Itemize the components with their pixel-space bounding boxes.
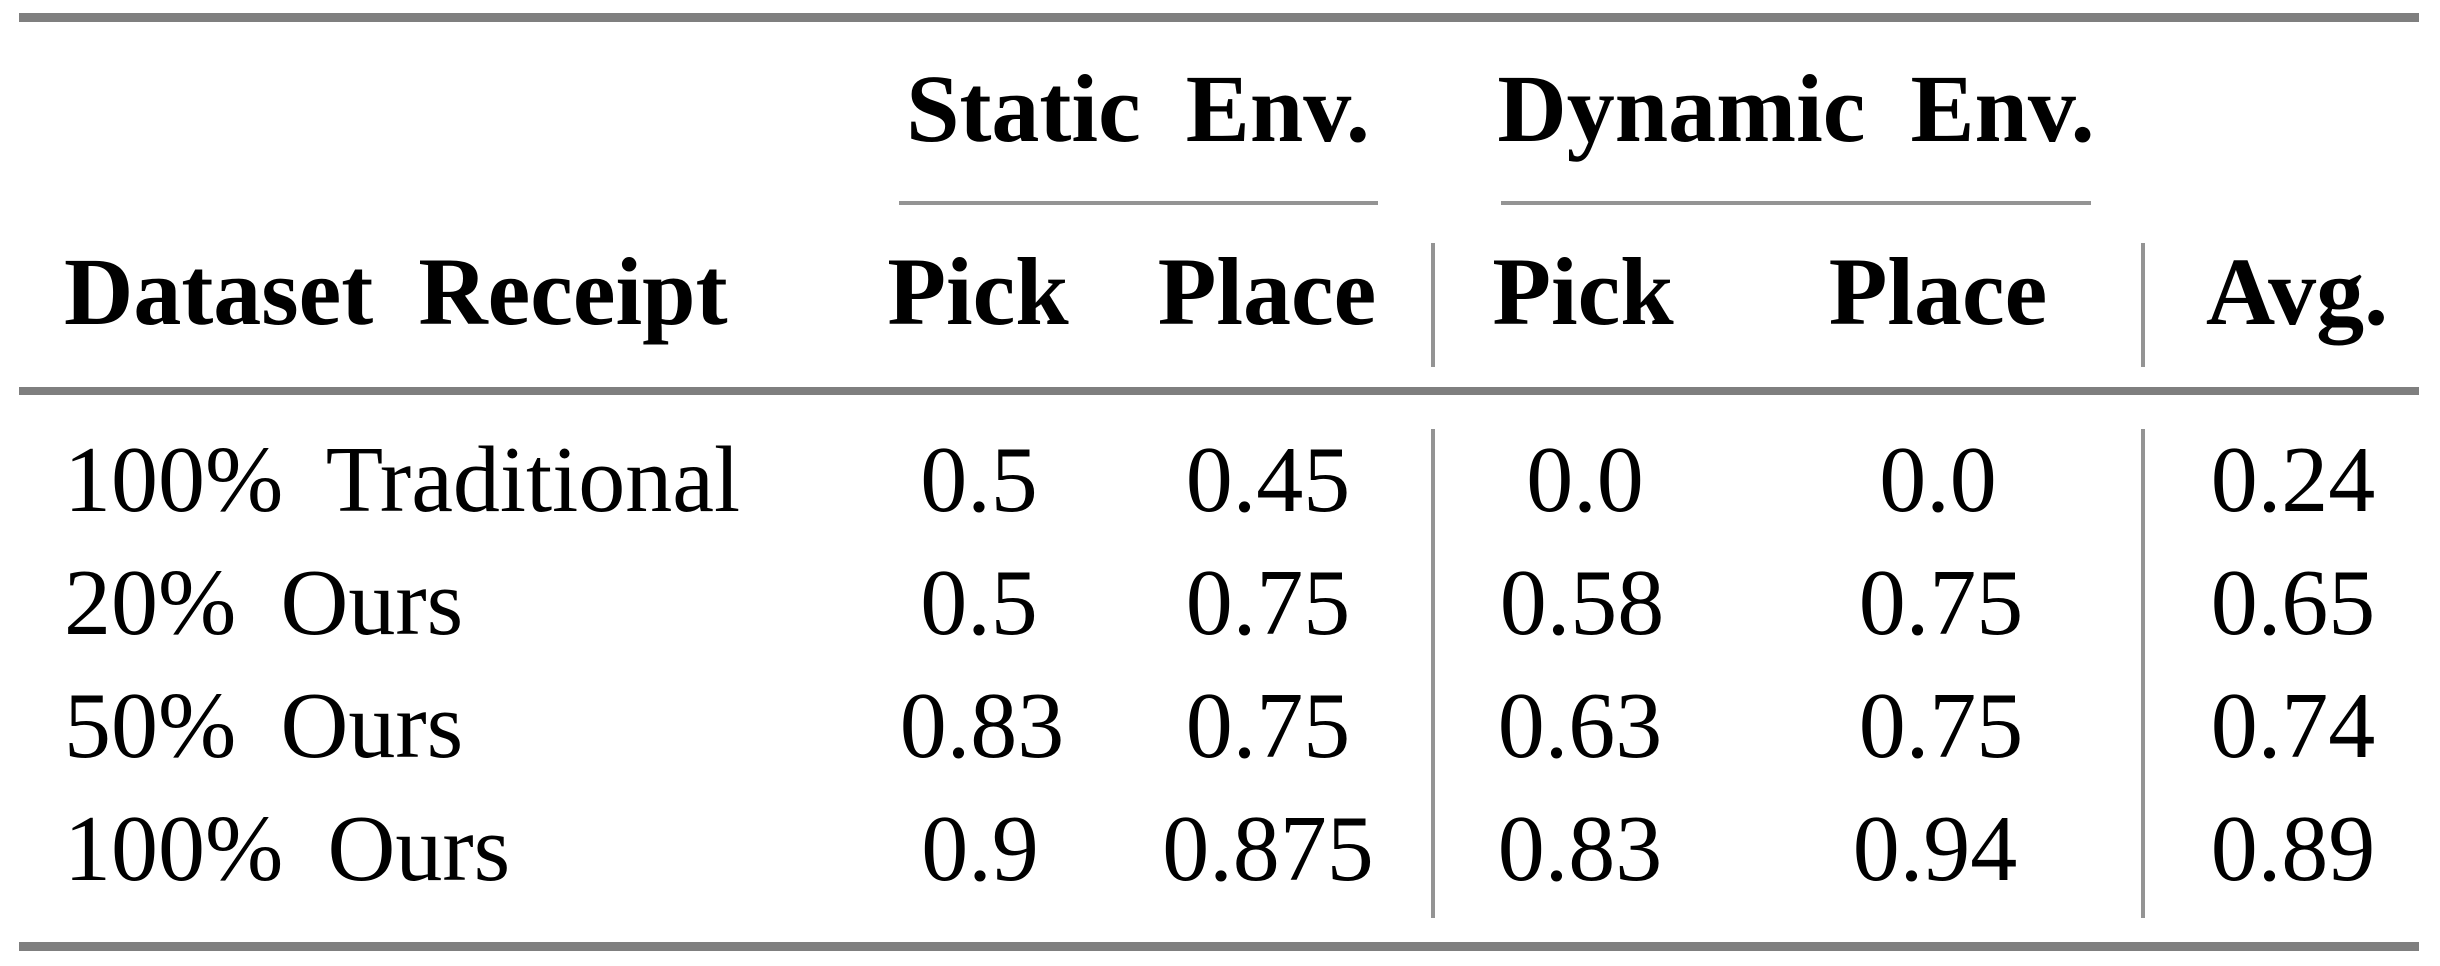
- cell-r3-avg: 0.74: [2210, 674, 2376, 778]
- vertical-rule-avg-body: [2141, 429, 2145, 918]
- row-label-100-traditional: 100% Traditional: [64, 428, 741, 532]
- cell-r2-static-pick: 0.5: [920, 551, 1038, 655]
- cell-r1-dynamic-place: 0.0: [1879, 428, 1997, 532]
- cell-r1-static-pick: 0.5: [920, 428, 1038, 532]
- col-group-label-static: Static Env.: [906, 55, 1370, 162]
- top-rule: [19, 13, 2419, 22]
- cell-r3-dynamic-pick: 0.63: [1497, 674, 1663, 778]
- col-group-label-dynamic: Dynamic Env.: [1497, 55, 2095, 162]
- vertical-rule-avg-header: [2141, 243, 2145, 367]
- cell-r2-dynamic-pick: 0.58: [1499, 551, 1665, 655]
- cell-r4-dynamic-pick: 0.83: [1497, 797, 1663, 901]
- static-env-cmidrule: [899, 201, 1378, 205]
- row-label-20-ours: 20% Ours: [64, 551, 464, 655]
- cell-r2-avg: 0.65: [2210, 551, 2376, 655]
- header-static-place: Place: [1157, 238, 1377, 345]
- header-midrule: [19, 387, 2419, 395]
- bottom-rule: [19, 942, 2419, 951]
- cell-r1-static-place: 0.45: [1185, 428, 1351, 532]
- header-dataset-receipt: Dataset Receipt: [64, 238, 728, 345]
- cell-r4-dynamic-place: 0.94: [1852, 797, 2018, 901]
- row-label-100-ours: 100% Ours: [64, 797, 511, 901]
- header-dynamic-pick: Pick: [1492, 238, 1674, 345]
- cell-r2-dynamic-place: 0.75: [1858, 551, 2024, 655]
- header-avg: Avg.: [2205, 238, 2389, 345]
- vertical-rule-static-dynamic-header: [1431, 243, 1435, 367]
- cell-r3-static-pick: 0.83: [899, 674, 1065, 778]
- cell-r3-static-place: 0.75: [1185, 674, 1351, 778]
- cell-r4-static-place: 0.875: [1162, 797, 1374, 901]
- cell-r2-static-place: 0.75: [1185, 551, 1351, 655]
- cell-r1-dynamic-pick: 0.0: [1526, 428, 1644, 532]
- cell-r4-static-pick: 0.9: [921, 797, 1039, 901]
- cell-r1-avg: 0.24: [2210, 428, 2376, 532]
- vertical-rule-static-dynamic-body: [1431, 429, 1435, 918]
- cell-r4-avg: 0.89: [2210, 797, 2376, 901]
- dynamic-env-cmidrule: [1501, 201, 2091, 205]
- cell-r3-dynamic-place: 0.75: [1858, 674, 2024, 778]
- row-label-50-ours: 50% Ours: [64, 674, 464, 778]
- header-dynamic-place: Place: [1828, 238, 2048, 345]
- header-static-pick: Pick: [887, 238, 1069, 345]
